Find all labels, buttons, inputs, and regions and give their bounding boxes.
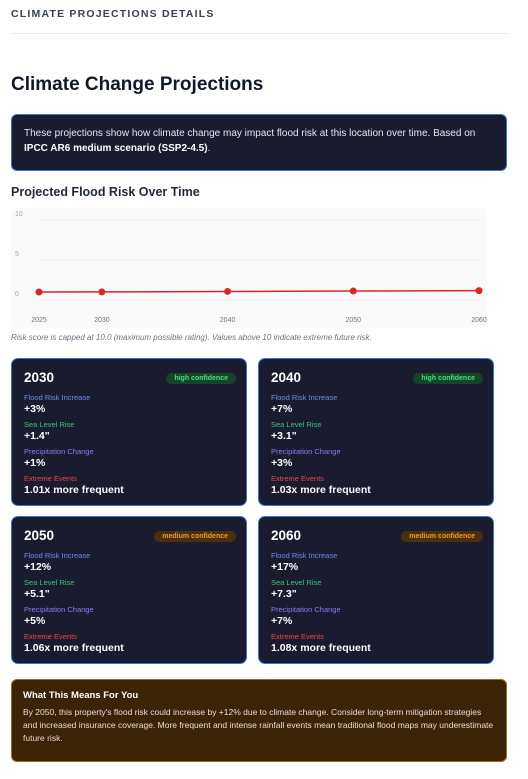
projection-card-2050: 2050 medium confidence Flood Risk Increase… [11, 516, 247, 664]
data-point [224, 287, 232, 295]
metric-label: Extreme Events [24, 474, 77, 483]
metric-value: 1.01x more frequent [24, 484, 124, 496]
metric-flood: Flood Risk Increase +12% [24, 551, 90, 574]
chart-note: Risk score is capped at 10.0 (maximum po… [11, 333, 372, 342]
x-tick-label: 2030 [94, 317, 110, 324]
metric-extreme-events: Extreme Events 1.01x more frequent [24, 474, 124, 497]
metric-label: Sea Level Rise [271, 578, 322, 587]
flood-risk-chart-svg: 10 5 0 2025 2030 2040 2050 2060 [15, 211, 487, 324]
confidence-badge: medium confidence [154, 531, 236, 542]
metric-label: Precipitation Change [271, 447, 341, 456]
metric-value: +7% [271, 403, 293, 415]
metric-precipitation: Precipitation Change +5% [24, 605, 94, 628]
metric-label: Precipitation Change [271, 605, 341, 614]
what-this-means-callout: What This Means For You By 2050, this pr… [11, 679, 507, 762]
y-tick-label: 0 [15, 291, 19, 298]
metric-label: Flood Risk Increase [24, 393, 91, 402]
chart-title: Projected Flood Risk Over Time [11, 185, 200, 199]
metric-label: Sea Level Rise [24, 420, 75, 429]
metric-precipitation: Precipitation Change +7% [271, 605, 341, 628]
flood-risk-chart: 10 5 0 2025 2030 2040 2050 2060 [11, 208, 487, 328]
what-this-means-text: By 2050, this property's flood risk coul… [23, 707, 494, 743]
metric-value: +5.1" [24, 588, 50, 600]
card-year: 2030 [24, 370, 55, 385]
metric-value: +3.1" [271, 430, 297, 442]
metric-label: Extreme Events [271, 632, 324, 641]
metric-sea-level: Sea Level Rise +3.1" [271, 420, 321, 443]
metric-extreme-events: Extreme Events 1.08x more frequent [271, 632, 371, 655]
x-tick-label: 2050 [345, 317, 361, 324]
confidence-badge: high confidence [166, 373, 236, 384]
metric-extreme-events: Extreme Events 1.03x more frequent [271, 474, 371, 497]
intro-text-end: . [207, 143, 211, 154]
metric-flood: Flood Risk Increase +3% [24, 393, 90, 416]
metric-value: +7.3" [271, 588, 297, 600]
metric-value: 1.06x more frequent [24, 642, 124, 654]
metric-label: Flood Risk Increase [24, 551, 91, 560]
intro-scenario: IPCC AR6 medium scenario (SSP2-4.5) [24, 143, 208, 154]
projection-card-2030: 2030 high confidence Flood Risk Increase +3… [11, 358, 247, 506]
metric-value: 1.08x more frequent [271, 642, 371, 654]
card-year: 2040 [271, 370, 302, 385]
metric-sea-level: Sea Level Rise +7.3" [271, 578, 321, 601]
metric-sea-level: Sea Level Rise +5.1" [24, 578, 74, 601]
metric-flood: Flood Risk Increase +7% [271, 393, 337, 416]
header-divider [11, 33, 507, 34]
data-point [475, 287, 483, 295]
x-tick-label: 2025 [31, 317, 47, 324]
metric-value: +1% [24, 457, 46, 469]
data-point [35, 288, 43, 296]
projection-card-2060: 2060 medium confidence Flood Risk Increase… [258, 516, 494, 664]
metric-value: +7% [271, 615, 293, 627]
intro-text: These projections show how climate chang… [24, 128, 476, 139]
metric-flood: Flood Risk Increase +17% [271, 551, 337, 574]
x-tick-label: 2060 [471, 317, 487, 324]
metric-extreme-events: Extreme Events 1.06x more frequent [24, 632, 124, 655]
x-tick-label: 2040 [220, 317, 236, 324]
metric-label: Flood Risk Increase [271, 551, 338, 560]
page-title: Climate Change Projections [11, 74, 264, 95]
metric-value: +3% [24, 403, 46, 415]
y-tick-label: 5 [15, 251, 19, 258]
metric-label: Sea Level Rise [24, 578, 75, 587]
metric-label: Extreme Events [271, 474, 324, 483]
data-point [98, 288, 106, 296]
metric-value: +3% [271, 457, 293, 469]
metric-value: +1.4" [24, 430, 50, 442]
metric-value: +17% [271, 561, 299, 573]
metric-label: Extreme Events [24, 632, 77, 641]
metric-label: Sea Level Rise [271, 420, 322, 429]
data-point [349, 287, 357, 295]
metric-value: +5% [24, 615, 46, 627]
what-this-means-title: What This Means For You [23, 690, 139, 701]
metric-label: Precipitation Change [24, 605, 94, 614]
card-year: 2060 [271, 528, 302, 543]
metric-label: Flood Risk Increase [271, 393, 338, 402]
metric-value: 1.03x more frequent [271, 484, 371, 496]
projection-card-2040: 2040 high confidence Flood Risk Increase +7… [258, 358, 494, 506]
metric-precipitation: Precipitation Change +3% [271, 447, 341, 470]
intro-callout: These projections show how climate chang… [11, 114, 507, 171]
confidence-badge: high confidence [413, 373, 483, 384]
y-tick-label: 10 [15, 211, 23, 218]
metric-label: Precipitation Change [24, 447, 94, 456]
card-year: 2050 [24, 528, 55, 543]
confidence-badge: medium confidence [401, 531, 483, 542]
section-header: CLIMATE PROJECTIONS DETAILS [11, 8, 215, 20]
metric-sea-level: Sea Level Rise +1.4" [24, 420, 74, 443]
metric-value: +12% [24, 561, 52, 573]
metric-precipitation: Precipitation Change +1% [24, 447, 94, 470]
